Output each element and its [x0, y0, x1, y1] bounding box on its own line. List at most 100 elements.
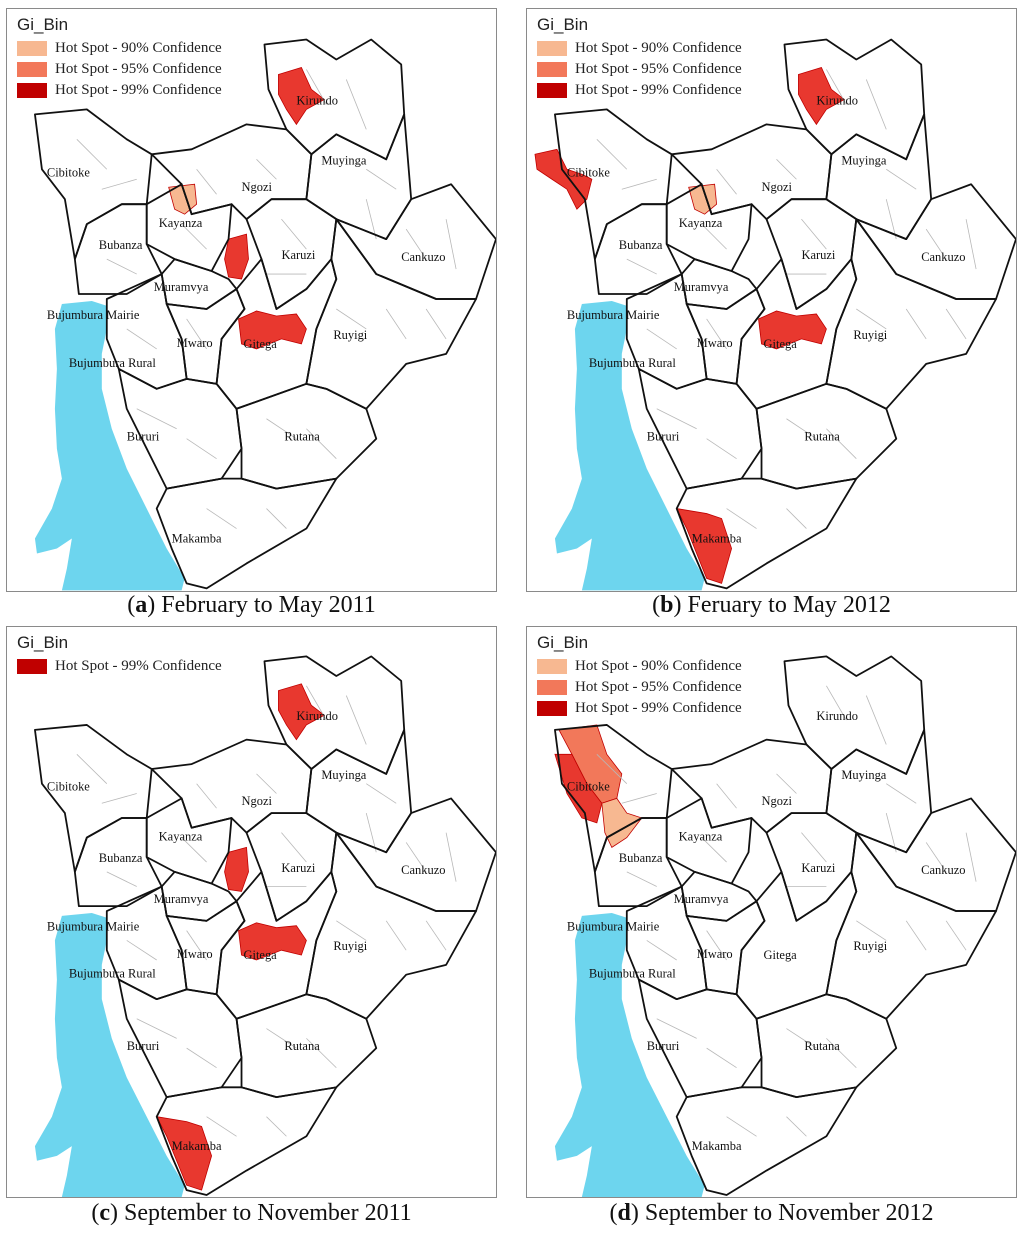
- province-cibitoke: [554, 109, 672, 260]
- province-label-mwaro: Mwaro: [697, 336, 733, 350]
- province-label-ruyigi: Ruyigi: [853, 939, 887, 953]
- commune-border: [826, 428, 857, 459]
- province-border: [593, 817, 683, 908]
- commune-border: [925, 228, 947, 260]
- province-border: [675, 1086, 858, 1196]
- commune-border: [186, 930, 207, 961]
- panel-a: Kirundo Muyinga Cibitoke Ngozi Kayanza Bubanz…: [6, 8, 497, 624]
- commune-border: [101, 793, 137, 804]
- province-bujumbura_rural: [626, 886, 707, 1000]
- commune-border: [656, 408, 697, 430]
- commune-border: [865, 695, 887, 745]
- province-label-bubanza: Bubanza: [99, 238, 143, 252]
- province-label-muyinga: Muyinga: [321, 153, 366, 167]
- province-makamba: [156, 478, 337, 589]
- commune-border: [405, 842, 427, 873]
- province-border: [825, 218, 997, 410]
- lake-tanganyika: [554, 912, 705, 1197]
- commune-border: [106, 871, 137, 887]
- commune-border: [136, 408, 177, 430]
- province-bururi: [118, 979, 242, 1098]
- commune-border: [596, 754, 628, 784]
- legend-label: Hot Spot - 95% Confidence: [55, 61, 222, 77]
- province-rutana: [756, 994, 897, 1098]
- province-kayanza: [666, 798, 752, 884]
- commune-border: [306, 69, 327, 105]
- panel-letter: d: [617, 1200, 631, 1226]
- province-label-muyinga: Muyinga: [841, 153, 886, 167]
- province-bubanza: [74, 817, 162, 907]
- province-ngozi: [151, 739, 312, 833]
- commune-border: [445, 832, 457, 882]
- hotspot-gitega: [238, 922, 307, 961]
- commune-border: [776, 159, 797, 180]
- province-bururi: [638, 368, 762, 489]
- province-label-muramvya: Muramvya: [154, 892, 209, 906]
- commune-border: [905, 308, 927, 340]
- province-label-bujumbura_rural: Bujumbura Rural: [589, 356, 676, 370]
- province-cankuzo: [856, 184, 1016, 300]
- province-border: [145, 183, 233, 272]
- province-label-makamba: Makamba: [692, 532, 742, 546]
- province-kayanza: [146, 184, 232, 272]
- commune-border: [856, 920, 887, 941]
- legend-item: Hot Spot - 95% Confidence: [537, 59, 742, 80]
- province-label-rutana: Rutana: [804, 430, 840, 444]
- province-makamba: [676, 1087, 857, 1196]
- province-label-muyinga: Muyinga: [321, 768, 367, 782]
- commune-border: [801, 832, 827, 863]
- province-border: [155, 477, 338, 590]
- province-mwaro: [686, 901, 765, 995]
- commune-border: [856, 308, 887, 330]
- hotspot-ngozi_south: [224, 233, 249, 280]
- province-muramvya: [161, 259, 237, 309]
- lake-tanganyika: [554, 300, 705, 591]
- commune-border: [885, 199, 897, 240]
- hotspot-cibitoke: [534, 148, 593, 210]
- province-label-karuzi: Karuzi: [801, 248, 835, 262]
- commune-border: [385, 920, 407, 951]
- province-bujumbura_rural: [106, 274, 187, 389]
- province-label-bururi: Bururi: [127, 430, 160, 444]
- legend: Gi_Bin Hot Spot - 99% Confidence: [17, 633, 222, 677]
- hotspot-kirundo: [798, 66, 846, 126]
- hotspot-gitega: [238, 310, 307, 350]
- legend-swatch: [537, 83, 567, 98]
- province-label-kayanza: Kayanza: [679, 216, 723, 230]
- map-frame: Kirundo Muyinga Cibitoke Ngozi Kayanza Bubanz…: [6, 626, 497, 1198]
- commune-border: [886, 168, 917, 190]
- province-label-gitega: Gitega: [244, 337, 278, 351]
- commune-border: [716, 169, 737, 195]
- commune-border: [206, 508, 237, 529]
- commune-border: [706, 318, 727, 350]
- province-cankuzo: [336, 798, 496, 912]
- province-cibitoke: [34, 724, 152, 872]
- province-label-kayanza: Kayanza: [679, 830, 723, 844]
- commune-border: [266, 508, 287, 529]
- province-cibitoke: [34, 109, 152, 260]
- province-label-gitega: Gitega: [764, 948, 798, 962]
- commune-border: [425, 308, 447, 340]
- legend-swatch: [17, 83, 47, 98]
- legend-item: Hot Spot - 90% Confidence: [537, 656, 742, 677]
- panel-caption: (a) February to May 2011: [127, 592, 376, 618]
- commune-border: [186, 1047, 217, 1069]
- hotspot-gitega: [758, 310, 827, 350]
- commune-border: [886, 783, 917, 804]
- province-muyinga: [826, 729, 932, 853]
- province-bujumbura_rural: [626, 274, 707, 389]
- legend-item: Hot Spot - 95% Confidence: [17, 59, 222, 80]
- commune-border: [365, 199, 377, 240]
- commune-border: [706, 1047, 737, 1069]
- commune-border: [425, 920, 447, 951]
- commune-border: [945, 920, 967, 951]
- province-label-cibitoke: Cibitoke: [47, 780, 90, 794]
- province-border: [145, 797, 233, 885]
- commune-border: [706, 438, 737, 460]
- panel-letter: b: [660, 592, 674, 618]
- province-gitega: [736, 871, 857, 1019]
- province-label-cibitoke: Cibitoke: [47, 165, 90, 179]
- province-label-karuzi: Karuzi: [281, 248, 315, 262]
- commune-border: [206, 1116, 237, 1137]
- province-label-cankuzo: Cankuzo: [921, 863, 965, 877]
